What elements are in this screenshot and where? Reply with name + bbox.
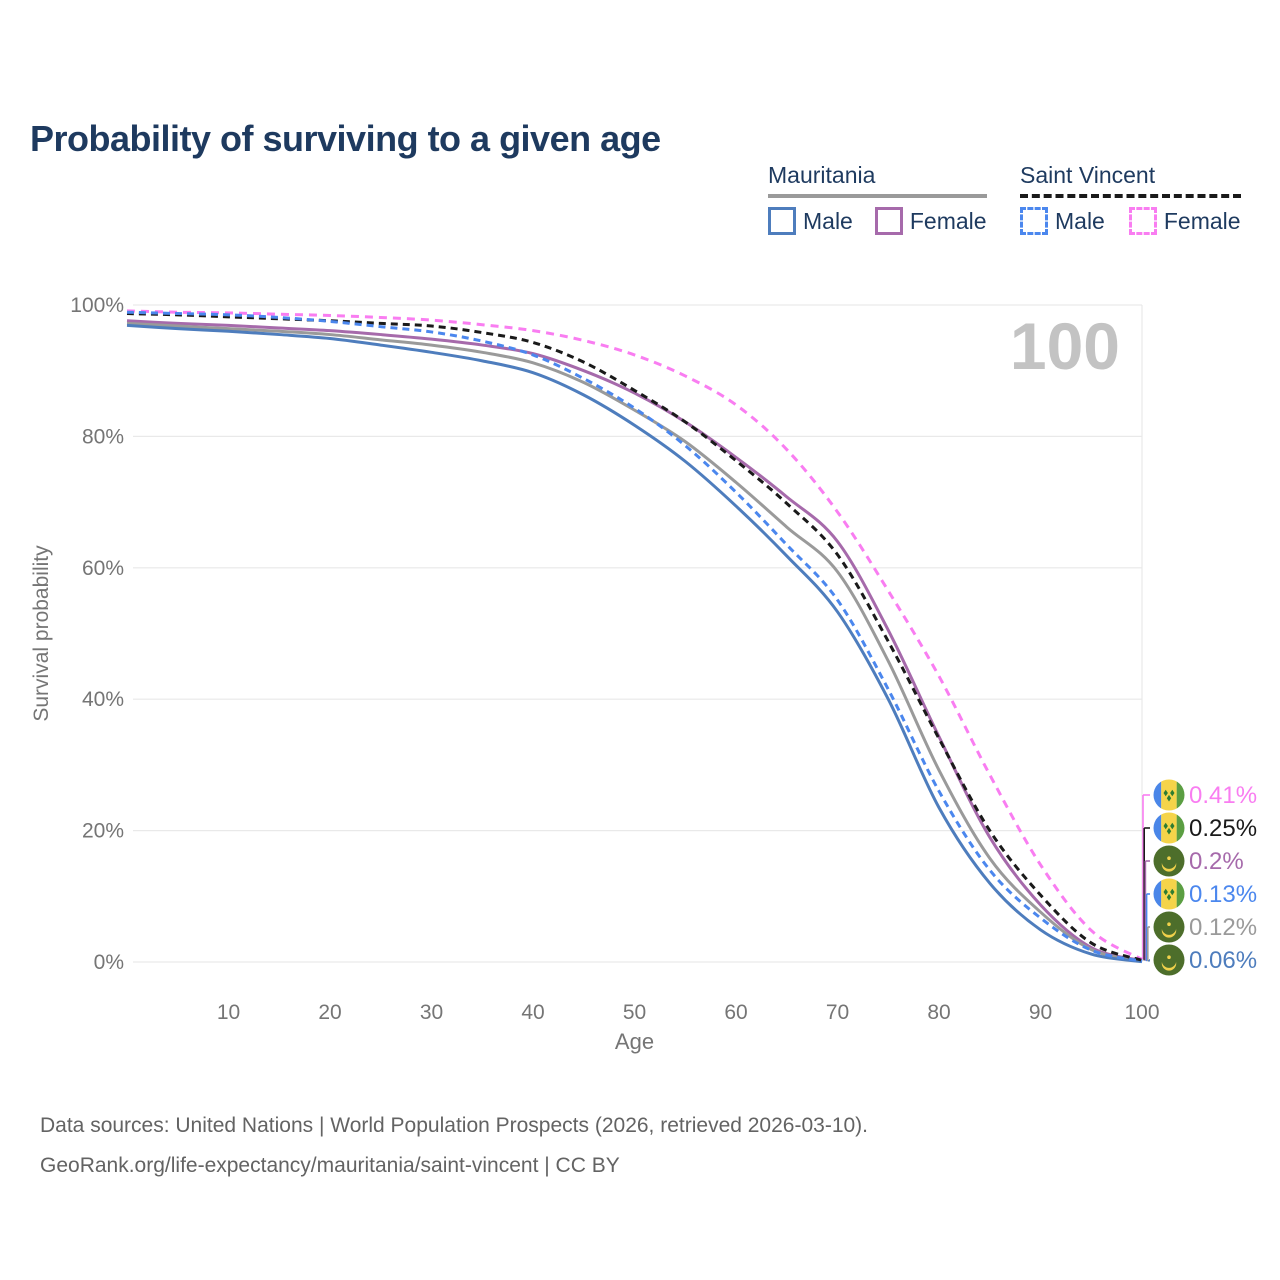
- legend-item-mauritania-female[interactable]: Female: [874, 207, 987, 235]
- end-value-label-mr-female: 0.2%: [1189, 848, 1244, 875]
- legend-header-mauritania: Mauritania: [768, 162, 876, 188]
- x-tick-label-20: 20: [318, 1001, 341, 1024]
- curve-mr-male: [126, 323, 1143, 964]
- x-tick-label-80: 80: [927, 1001, 950, 1024]
- legend-group-mauritania: Mauritania Male Female: [768, 162, 987, 235]
- y-tick-label-100: 100%: [70, 294, 124, 317]
- legend-item-saint-vincent-female[interactable]: Female: [1128, 207, 1241, 235]
- legend-item-saint-vincent-male[interactable]: Male: [1020, 207, 1105, 235]
- x-tick-label-90: 90: [1029, 1001, 1052, 1024]
- end-value-label-mr-male: 0.06%: [1189, 947, 1257, 974]
- y-axis-title: Survival probability: [30, 545, 53, 722]
- saint-vincent-male-swatch: [1020, 207, 1048, 235]
- y-tick-label-0: 0%: [94, 951, 124, 974]
- saint-vincent-line-swatch: [1020, 194, 1241, 198]
- end-value-label-mr-total: 0.12%: [1189, 914, 1257, 941]
- flag-saint-vincent-icon: [1153, 812, 1185, 844]
- end-value-label-sv-male: 0.13%: [1189, 881, 1257, 908]
- y-tick-label-60: 60%: [82, 557, 124, 580]
- legend-item-mauritania-male[interactable]: Male: [768, 207, 853, 235]
- mauritania-female-swatch: [874, 207, 903, 235]
- x-tick-label-100: 100: [1124, 1001, 1159, 1024]
- curve-sv-male: [126, 310, 1143, 963]
- legend-label: Female: [909, 207, 987, 234]
- legend-header-saint-vincent: Saint Vincent: [1020, 162, 1156, 188]
- legend-label: Male: [1055, 207, 1105, 234]
- curve-sv-female: [126, 309, 1143, 961]
- legend-label: Male: [803, 207, 853, 234]
- footer: Data sources: United Nations | World Pop…: [40, 1106, 868, 1186]
- flag-mauritania-icon: [1153, 845, 1185, 877]
- flag-mauritania-icon: [1153, 911, 1185, 943]
- watermark-age-100: 100: [1010, 309, 1120, 383]
- y-tick-label-80: 80%: [82, 425, 124, 448]
- x-tick-label-30: 30: [420, 1001, 443, 1024]
- flag-saint-vincent-icon: [1153, 779, 1185, 811]
- legend-group-saint-vincent: Saint Vincent Male Female: [1020, 162, 1241, 235]
- x-tick-label-10: 10: [217, 1001, 240, 1024]
- saint-vincent-female-swatch: [1128, 207, 1157, 235]
- y-tick-label-20: 20%: [82, 820, 124, 843]
- x-tick-label-40: 40: [521, 1001, 544, 1024]
- page-title: Probability of surviving to a given age: [30, 118, 661, 160]
- x-tick-label-60: 60: [724, 1001, 747, 1024]
- mauritania-male-swatch: [768, 207, 796, 235]
- curve-mr-total: [126, 321, 1143, 963]
- x-tick-label-50: 50: [623, 1001, 646, 1024]
- legend-label: Female: [1163, 207, 1241, 234]
- flag-mauritania-icon: [1153, 944, 1185, 976]
- mauritania-line-swatch: [768, 194, 987, 198]
- footer-data-sources: Data sources: United Nations | World Pop…: [40, 1114, 869, 1137]
- y-tick-label-40: 40%: [82, 688, 124, 711]
- flag-saint-vincent-icon: [1153, 878, 1185, 910]
- end-value-label-sv-female: 0.41%: [1189, 782, 1257, 809]
- footer-attribution: GeoRank.org/life-expectancy/mauritania/s…: [40, 1154, 620, 1177]
- x-tick-label-70: 70: [826, 1001, 849, 1024]
- end-value-label-sv-total: 0.25%: [1189, 815, 1257, 842]
- curve-mr-female: [126, 319, 1143, 963]
- x-axis-title: Age: [615, 1029, 654, 1054]
